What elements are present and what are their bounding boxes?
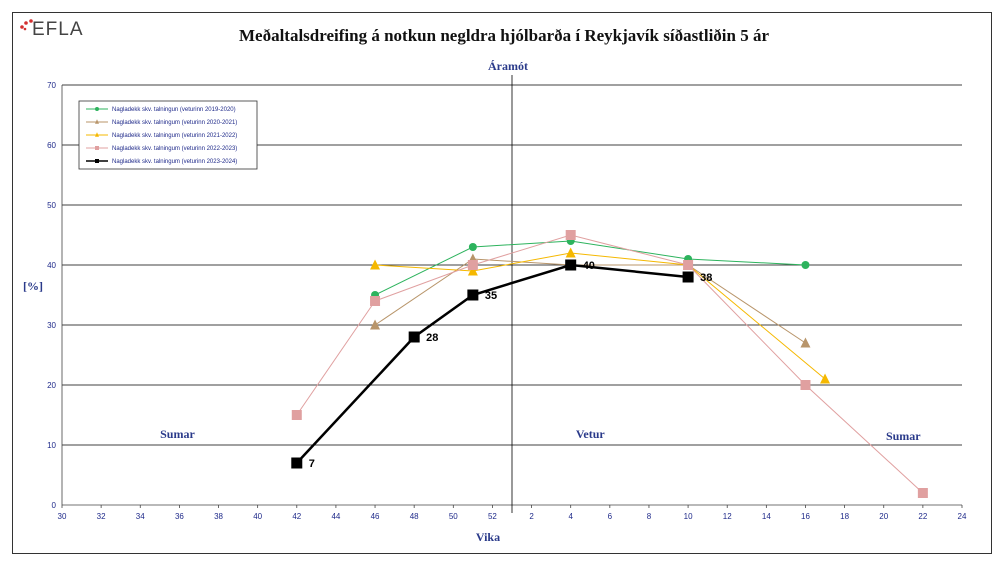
y-tick-label: 20 <box>47 381 56 390</box>
data-point-series-4 <box>917 488 928 498</box>
data-point-series-4 <box>370 296 381 306</box>
x-tick-label: 10 <box>684 512 693 521</box>
data-point-series-3 <box>370 259 381 270</box>
x-tick-label: 38 <box>214 512 223 521</box>
x-tick-label: 24 <box>958 512 967 521</box>
data-point-series-4 <box>467 260 478 270</box>
data-point-series-1 <box>801 261 810 269</box>
legend-box <box>78 100 258 170</box>
y-tick-label: 30 <box>47 321 56 330</box>
legend-entry: Nagladekk skv. talningum (veturinn 2023-… <box>112 159 237 165</box>
efla-logo: EFLA <box>18 18 88 44</box>
x-tick-label: 32 <box>97 512 106 521</box>
year-end-label: Áramót <box>488 59 528 73</box>
data-point-series-2 <box>370 319 381 330</box>
x-tick-label: 6 <box>608 512 613 521</box>
legend-swatch-marker <box>95 132 99 137</box>
data-point-series-5 <box>565 259 577 271</box>
x-tick-label: 18 <box>840 512 849 521</box>
legend-swatch-marker <box>95 119 99 124</box>
y-tick-label: 60 <box>47 141 56 150</box>
legend-entry: Nagladekk skv. talningun (veturinn 2019-… <box>112 107 236 113</box>
data-point-series-4 <box>683 260 694 270</box>
data-point-series-5 <box>408 331 420 343</box>
x-tick-label: 4 <box>568 512 573 521</box>
x-tick-label: 16 <box>801 512 810 521</box>
x-tick-label: 12 <box>723 512 732 521</box>
data-point-series-1 <box>468 243 477 251</box>
x-tick-label: 42 <box>292 512 301 521</box>
legend-swatch-marker <box>95 107 99 111</box>
data-point-series-4 <box>800 380 811 390</box>
y-tick-label: 50 <box>47 201 56 210</box>
legend-swatch-marker <box>95 146 99 150</box>
data-label: 38 <box>700 272 712 284</box>
region-label-winter: Vetur <box>576 427 606 441</box>
x-tick-label: 52 <box>488 512 497 521</box>
chart-title: Meðaltalsdreifing á notkun negldra hjólb… <box>238 26 770 45</box>
y-tick-label: 40 <box>47 261 56 270</box>
x-tick-label: 50 <box>449 512 458 521</box>
data-label: 35 <box>485 290 497 302</box>
data-point-series-5 <box>682 271 694 283</box>
data-point-series-2 <box>800 337 811 348</box>
logo-text: EFLA <box>32 19 84 40</box>
data-point-series-4 <box>291 410 302 420</box>
legend-entry: Nagladekk skv. talningum (veturinn 2020-… <box>112 120 237 126</box>
data-point-series-5 <box>291 457 303 469</box>
y-tick-label: 0 <box>52 501 57 510</box>
x-tick-label: 8 <box>647 512 652 521</box>
region-label-summer-right: Sumar <box>886 429 921 443</box>
x-tick-label: 40 <box>253 512 262 521</box>
data-point-series-5 <box>467 289 479 301</box>
y-tick-label: 70 <box>47 81 56 90</box>
legend-entry: Nagladekk skv. talningum (veturinn 2022-… <box>112 146 237 152</box>
x-tick-label: 20 <box>879 512 888 521</box>
x-tick-label: 22 <box>918 512 927 521</box>
y-axis-label: [%] <box>23 279 43 293</box>
data-label: 7 <box>309 458 315 470</box>
x-tick-label: 46 <box>371 512 380 521</box>
x-tick-label: 48 <box>410 512 419 521</box>
logo-dots-icon <box>20 19 33 31</box>
data-point-series-4 <box>565 230 576 240</box>
x-axis-label: Vika <box>476 530 500 544</box>
data-point-series-3 <box>467 265 478 276</box>
y-tick-label: 10 <box>47 441 56 450</box>
x-tick-label: 34 <box>136 512 145 521</box>
data-point-series-3 <box>820 373 831 384</box>
data-point-series-3 <box>565 247 576 258</box>
x-tick-label: 44 <box>331 512 340 521</box>
legend-entry: Nagladekk skv. talningum (veturinn 2021-… <box>112 133 237 139</box>
data-label: 28 <box>426 332 438 344</box>
chart-frame <box>12 12 992 554</box>
x-tick-label: 36 <box>175 512 184 521</box>
region-label-summer-left: Sumar <box>160 427 195 441</box>
data-label: 40 <box>583 260 595 272</box>
legend-swatch-marker <box>95 159 99 163</box>
x-tick-label: 2 <box>529 512 534 521</box>
x-tick-label: 14 <box>762 512 771 521</box>
x-tick-label: 30 <box>58 512 67 521</box>
